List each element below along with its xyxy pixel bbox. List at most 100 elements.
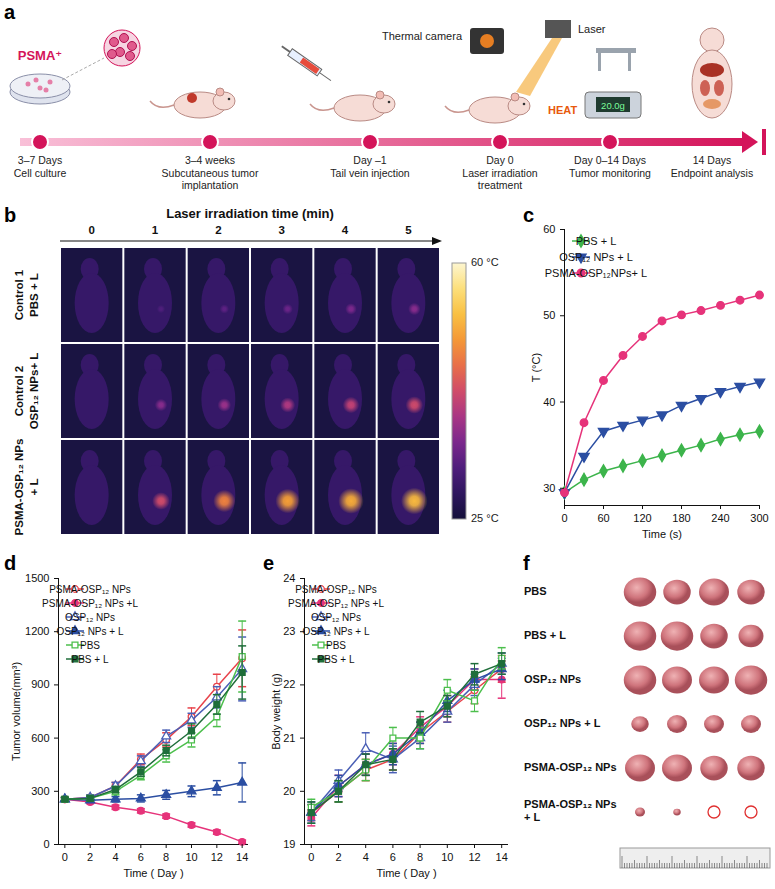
svg-text:PBS + L: PBS + L (28, 273, 40, 317)
svg-text:PSMA⁺: PSMA⁺ (18, 48, 62, 63)
svg-text:10: 10 (441, 851, 453, 863)
svg-text:60: 60 (597, 512, 609, 524)
svg-text:PSMA-OSP₁₂ NPs: PSMA-OSP₁₂ NPs (524, 798, 617, 810)
svg-text:0: 0 (308, 851, 314, 863)
svg-text:19: 19 (283, 838, 295, 850)
svg-text:OSP₁₂ NPs + L: OSP₁₂ NPs + L (559, 251, 633, 263)
svg-text:8: 8 (163, 851, 169, 863)
svg-text:Body weight (g): Body weight (g) (270, 673, 282, 749)
svg-text:treatment: treatment (478, 179, 522, 191)
svg-text:40: 40 (543, 396, 555, 408)
svg-text:+ L: + L (524, 811, 540, 823)
svg-text:2: 2 (87, 851, 93, 863)
svg-text:Tumor volume(mm³): Tumor volume(mm³) (10, 662, 22, 761)
svg-text:20.0g: 20.0g (601, 100, 625, 111)
svg-text:0: 0 (43, 838, 49, 850)
svg-text:120: 120 (633, 512, 651, 524)
svg-text:60 °C: 60 °C (471, 256, 499, 268)
svg-text:Control 1: Control 1 (13, 269, 25, 320)
svg-text:implantation: implantation (182, 179, 239, 191)
svg-text:OSP₁₂ NPs+ L: OSP₁₂ NPs+ L (28, 353, 40, 430)
svg-text:50: 50 (543, 309, 555, 321)
svg-text:1200: 1200 (25, 625, 49, 637)
svg-text:HEAT: HEAT (548, 104, 577, 116)
svg-text:30: 30 (543, 482, 555, 494)
svg-text:900: 900 (31, 678, 49, 690)
svg-text:T (°C): T (°C) (530, 353, 542, 382)
svg-text:Day –1: Day –1 (353, 154, 386, 166)
svg-text:OSP₁₂ NPs: OSP₁₂ NPs (65, 612, 115, 623)
svg-text:0: 0 (88, 224, 94, 236)
svg-text:Cell culture: Cell culture (14, 167, 67, 179)
svg-text:Control 2: Control 2 (13, 366, 25, 416)
svg-text:Subcutaneous tumor: Subcutaneous tumor (162, 167, 259, 179)
svg-text:OSP₁₂ NPs: OSP₁₂ NPs (311, 612, 361, 623)
svg-text:PSMA-OSP₁₂ NPs: PSMA-OSP₁₂ NPs (295, 584, 377, 595)
svg-text:4: 4 (112, 851, 118, 863)
svg-text:12: 12 (468, 851, 480, 863)
svg-text:240: 240 (711, 512, 729, 524)
svg-text:+ L: + L (28, 479, 40, 496)
svg-text:2: 2 (335, 851, 341, 863)
svg-text:4: 4 (363, 851, 369, 863)
svg-text:Time ( Day ): Time ( Day ) (123, 867, 183, 879)
svg-text:1: 1 (152, 224, 159, 236)
svg-text:Laser irradiation: Laser irradiation (462, 167, 537, 179)
svg-text:24: 24 (283, 572, 295, 584)
svg-text:21: 21 (283, 732, 295, 744)
svg-text:300: 300 (31, 785, 49, 797)
svg-text:Laser irradiation time (min): Laser irradiation time (min) (166, 206, 334, 221)
svg-text:PBS + L: PBS + L (318, 654, 355, 665)
svg-text:PBS + L: PBS + L (72, 654, 109, 665)
svg-text:Tumor monitoring: Tumor monitoring (569, 167, 651, 179)
svg-text:PBS + L: PBS + L (576, 235, 617, 247)
svg-text:3–7 Days: 3–7 Days (18, 154, 62, 166)
svg-text:23: 23 (283, 625, 295, 637)
svg-text:2: 2 (215, 224, 221, 236)
svg-text:PSMA-OSP₁₂ NPs: PSMA-OSP₁₂ NPs (13, 439, 25, 536)
svg-text:PBS: PBS (326, 640, 346, 651)
svg-text:OSP₁₂ NPs + L: OSP₁₂ NPs + L (302, 626, 369, 637)
svg-text:6: 6 (390, 851, 396, 863)
svg-text:20: 20 (283, 785, 295, 797)
svg-text:PSMA-OSP₁₂NPs+ L: PSMA-OSP₁₂NPs+ L (545, 267, 647, 279)
svg-text:PBS + L: PBS + L (524, 629, 566, 641)
svg-text:6: 6 (138, 851, 144, 863)
svg-text:Endpoint analysis: Endpoint analysis (671, 167, 753, 179)
svg-text:0: 0 (62, 851, 68, 863)
svg-text:Thermal camera: Thermal camera (382, 30, 463, 42)
svg-text:OSP₁₂ NPs + L: OSP₁₂ NPs + L (56, 626, 123, 637)
svg-text:OSP₁₂ NPs + L: OSP₁₂ NPs + L (524, 717, 601, 729)
svg-text:8: 8 (417, 851, 423, 863)
svg-text:1500: 1500 (25, 572, 49, 584)
svg-text:22: 22 (283, 678, 295, 690)
svg-text:Laser: Laser (578, 23, 606, 35)
svg-text:Tail vein injection: Tail vein injection (330, 167, 410, 179)
svg-text:180: 180 (672, 512, 690, 524)
svg-text:600: 600 (31, 732, 49, 744)
svg-text:PSMA-OSP₁₂ NPs: PSMA-OSP₁₂ NPs (524, 761, 617, 773)
svg-text:PBS: PBS (80, 640, 100, 651)
svg-text:10: 10 (185, 851, 197, 863)
svg-text:PSMA-OSP₁₂ NPs +L: PSMA-OSP₁₂ NPs +L (288, 598, 384, 609)
svg-text:14: 14 (236, 851, 248, 863)
svg-text:300: 300 (750, 512, 768, 524)
svg-text:60: 60 (543, 223, 555, 235)
svg-text:PSMA-OSP₁₂ NPs +L: PSMA-OSP₁₂ NPs +L (42, 598, 138, 609)
svg-text:5: 5 (405, 224, 412, 236)
svg-text:14 Days: 14 Days (693, 154, 732, 166)
svg-text:3–4 weeks: 3–4 weeks (185, 154, 235, 166)
svg-text:25 °C: 25 °C (471, 512, 499, 524)
svg-text:Time (s): Time (s) (642, 528, 682, 540)
svg-text:PBS: PBS (524, 585, 547, 597)
svg-text:3: 3 (278, 224, 284, 236)
svg-text:0: 0 (561, 512, 567, 524)
svg-text:PSMA-OSP₁₂ NPs: PSMA-OSP₁₂ NPs (49, 584, 131, 595)
svg-text:12: 12 (211, 851, 223, 863)
svg-text:Time ( Day ): Time ( Day ) (376, 867, 436, 879)
svg-text:14: 14 (496, 851, 508, 863)
svg-text:OSP₁₂ NPs: OSP₁₂ NPs (524, 673, 581, 685)
svg-text:4: 4 (342, 224, 349, 236)
svg-text:Day 0–14 Days: Day 0–14 Days (574, 154, 646, 166)
svg-text:Day 0: Day 0 (486, 154, 514, 166)
